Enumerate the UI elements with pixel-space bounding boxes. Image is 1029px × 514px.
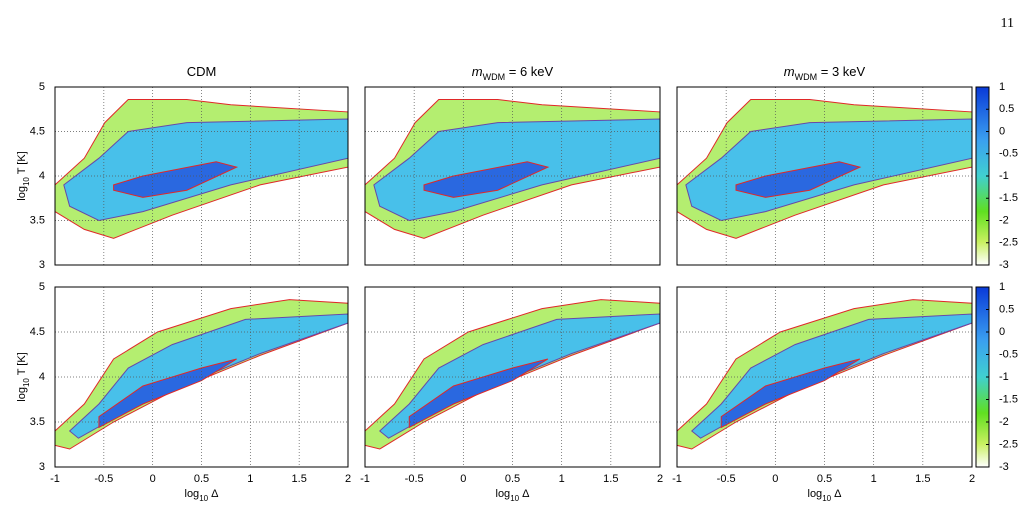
density-contour [113,161,239,198]
y-axis-label: log10 T [K] [16,352,31,401]
x-tick-label: 0 [150,473,156,485]
x-tick-label: 1 [559,473,565,485]
x-tick-label: -0.5 [94,473,113,485]
colorbar-tick-label: -2 [999,416,1009,428]
colorbar-tick-label: -2 [999,214,1009,226]
text-part: log [808,488,823,500]
subscript: 10 [22,177,31,186]
colorbar-tick-label: -2.5 [999,438,1018,450]
x-tick-label: -1 [672,473,682,485]
subscript: WDM [483,72,506,82]
colorbar-tick-label: -1 [999,170,1009,182]
colorbar-tick-label: -2.5 [999,237,1018,249]
x-tick-label: -0.5 [405,473,424,485]
panel-frame [364,86,661,266]
x-axis-label: log10 Δ [185,488,220,503]
y-tick-label: 4 [39,371,45,383]
y-tick-label: 4.5 [30,125,45,137]
text-part: log [496,488,511,500]
subscript: 10 [199,494,208,503]
text-part: T [K] [16,151,28,177]
colorbar-tick-label: 0.5 [999,103,1014,115]
panel-frame [676,286,973,468]
y-axis-label: log10 T [K] [16,151,31,200]
x-axis-label: log10 Δ [808,488,843,503]
x-tick-label: -1 [360,473,370,485]
text-part: Δ [831,488,842,500]
x-tick-label: 0.5 [505,473,520,485]
subscript: 10 [22,378,31,387]
text-part: log [185,488,200,500]
text-part: log [16,387,28,402]
panel-title: mWDM = 6 keV [472,64,554,82]
colorbar-tick-label: -0.5 [999,348,1018,360]
panel-frame [676,86,973,266]
x-tick-label: 1 [871,473,877,485]
x-tick-label: 1.5 [292,473,307,485]
x-tick-label: 0.5 [817,473,832,485]
colorbar-tick-label: 0 [999,326,1005,338]
x-tick-label: 2 [345,473,351,485]
page-number: 11 [1001,16,1014,31]
text-part: T [K] [16,352,28,378]
panel-title: mWDM = 3 keV [784,64,866,82]
y-tick-label: 5 [39,281,45,293]
text-part: Δ [208,488,219,500]
colorbar-tick-label: -1.5 [999,393,1018,405]
x-tick-label: -0.5 [717,473,736,485]
x-tick-label: 2 [969,473,975,485]
colorbar-tick-label: -3 [999,461,1009,473]
x-tick-label: 1.5 [603,473,618,485]
y-tick-label: 3 [39,259,45,271]
panel-frame [54,286,349,468]
y-tick-label: 3 [39,461,45,473]
text-part: log [16,186,28,201]
colorbar-tick-label: -0.5 [999,148,1018,160]
text-part: = 3 keV [817,64,865,79]
y-tick-label: 4 [39,170,45,182]
panel-title: CDM [187,64,217,79]
x-tick-label: 0 [460,473,466,485]
text-part: CDM [187,64,217,79]
subscript: 10 [510,494,519,503]
colorbar-tick-label: 1 [999,81,1005,93]
subscript: 10 [822,494,831,503]
density-contour [423,161,550,198]
x-tick-label: 0.5 [194,473,209,485]
x-tick-label: -1 [50,473,60,485]
y-tick-label: 3.5 [30,416,45,428]
colorbar-tick-label: -3 [999,259,1009,271]
text-part: = 6 keV [505,64,553,79]
y-tick-label: 5 [39,81,45,93]
y-tick-label: 4.5 [30,326,45,338]
panel-frame [364,286,661,468]
colorbar-tick-label: -1.5 [999,192,1018,204]
x-tick-label: 2 [657,473,663,485]
colorbar-tick-label: 0.5 [999,303,1014,315]
text-part: m [784,64,795,79]
x-tick-label: 1.5 [915,473,930,485]
panel-frame [54,86,349,266]
colorbar-tick-label: -1 [999,371,1009,383]
text-part: Δ [519,488,530,500]
x-tick-label: 0 [772,473,778,485]
subscript: WDM [795,72,818,82]
colorbar-tick-label: 1 [999,281,1005,293]
x-tick-label: 1 [247,473,253,485]
density-contour [735,161,862,198]
text-part: m [472,64,483,79]
x-axis-label: log10 Δ [496,488,531,503]
y-tick-label: 3.5 [30,214,45,226]
colorbar-tick-label: 0 [999,125,1005,137]
